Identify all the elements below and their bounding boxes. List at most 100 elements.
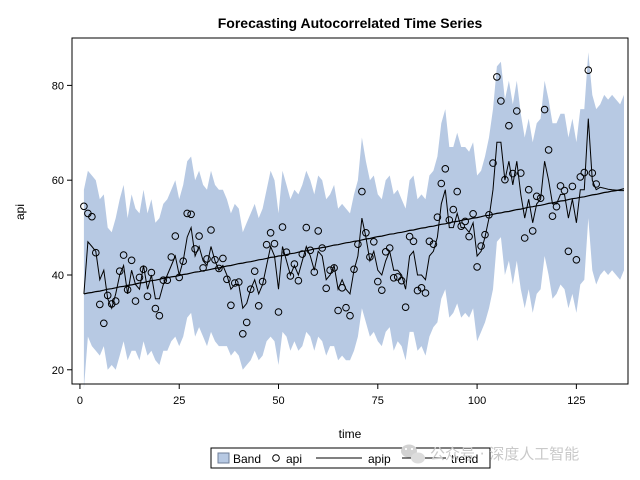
api-point — [433, 213, 442, 221]
api-point — [111, 297, 120, 305]
api-point — [397, 276, 406, 285]
api-point — [171, 232, 180, 240]
api-point — [409, 237, 418, 246]
api-point — [374, 277, 382, 286]
api-point — [350, 265, 358, 274]
api-point — [127, 256, 136, 265]
api-point — [187, 210, 195, 219]
api-point — [461, 217, 470, 226]
api-point — [370, 238, 378, 246]
api-point — [175, 273, 183, 282]
api-point — [92, 248, 100, 257]
api-point — [115, 267, 124, 276]
api-point — [524, 185, 533, 194]
api-point — [322, 284, 331, 293]
api-point — [429, 240, 438, 248]
api-point — [493, 73, 501, 81]
api-point — [294, 276, 303, 285]
api-point — [532, 192, 541, 201]
api-point — [421, 289, 430, 297]
legend-api-marker — [272, 454, 280, 462]
api-point — [592, 180, 601, 188]
chart-title: Forecasting Autocorrelated Time Series — [218, 15, 483, 31]
api-point — [207, 226, 215, 234]
api-point — [544, 146, 553, 154]
api-point — [505, 121, 513, 130]
x-tick-label: 100 — [468, 395, 486, 407]
api-point — [195, 232, 203, 240]
api-point — [568, 182, 577, 191]
api-point — [548, 212, 557, 220]
x-tick-label: 75 — [372, 395, 384, 407]
api-point — [560, 186, 569, 195]
api-point — [254, 302, 263, 310]
api-point — [235, 278, 243, 286]
y-tick-label: 40 — [52, 270, 64, 282]
api-point — [274, 308, 283, 316]
api-point — [342, 303, 350, 312]
api-point — [318, 244, 327, 252]
api-point — [481, 230, 489, 239]
api-point — [354, 240, 362, 248]
api-point — [501, 175, 509, 184]
api-point — [270, 239, 279, 248]
api-point — [453, 187, 462, 196]
api-point — [449, 205, 458, 214]
api-point — [223, 275, 231, 284]
api-point — [100, 319, 108, 328]
api-point — [536, 194, 545, 202]
api-point — [163, 276, 172, 285]
api-point — [401, 303, 410, 312]
x-tick-label: 50 — [272, 395, 284, 407]
api-point — [417, 284, 426, 292]
api-point — [334, 306, 342, 315]
api-point — [227, 301, 235, 310]
api-point — [211, 256, 219, 264]
legend-band-swatch — [217, 452, 230, 464]
series-band-area — [83, 52, 624, 389]
api-point — [179, 257, 187, 266]
api-point — [393, 273, 402, 281]
api-point — [405, 232, 414, 241]
api-point — [576, 173, 585, 181]
api-point — [441, 165, 450, 173]
api-point — [155, 311, 164, 320]
api-point — [298, 250, 307, 258]
api-point — [167, 253, 176, 261]
api-point — [302, 223, 311, 232]
api-point — [473, 263, 481, 271]
api-point — [103, 291, 112, 300]
api-point — [151, 304, 160, 313]
api-point — [385, 244, 394, 252]
wechat-logo-icon — [401, 444, 425, 464]
legend-label-api: api — [286, 452, 302, 466]
api-point — [159, 276, 168, 285]
api-point — [489, 159, 497, 167]
api-point — [250, 267, 259, 276]
api-point — [199, 264, 207, 272]
legend-label-apip: apip — [368, 452, 391, 466]
api-point — [485, 211, 493, 219]
api-point — [80, 202, 88, 211]
api-point — [131, 297, 140, 305]
x-tick-label: 125 — [567, 395, 585, 407]
api-point — [239, 330, 247, 338]
api-point — [330, 264, 338, 272]
y-tick-label: 80 — [52, 80, 64, 92]
api-point — [437, 179, 446, 188]
api-point — [572, 256, 581, 264]
y-tick-label: 20 — [52, 365, 64, 377]
y-axis-label: api — [13, 204, 27, 220]
api-point — [290, 260, 299, 268]
api-point — [580, 168, 589, 177]
api-point — [362, 229, 370, 237]
y-axis: 20 40 60 80 — [52, 80, 72, 377]
api-point — [366, 253, 374, 261]
api-point — [520, 234, 529, 242]
api-point — [282, 248, 291, 256]
api-point — [477, 242, 485, 250]
api-point — [262, 240, 271, 249]
api-point — [457, 222, 466, 230]
api-point — [552, 202, 561, 211]
api-point — [215, 264, 223, 273]
